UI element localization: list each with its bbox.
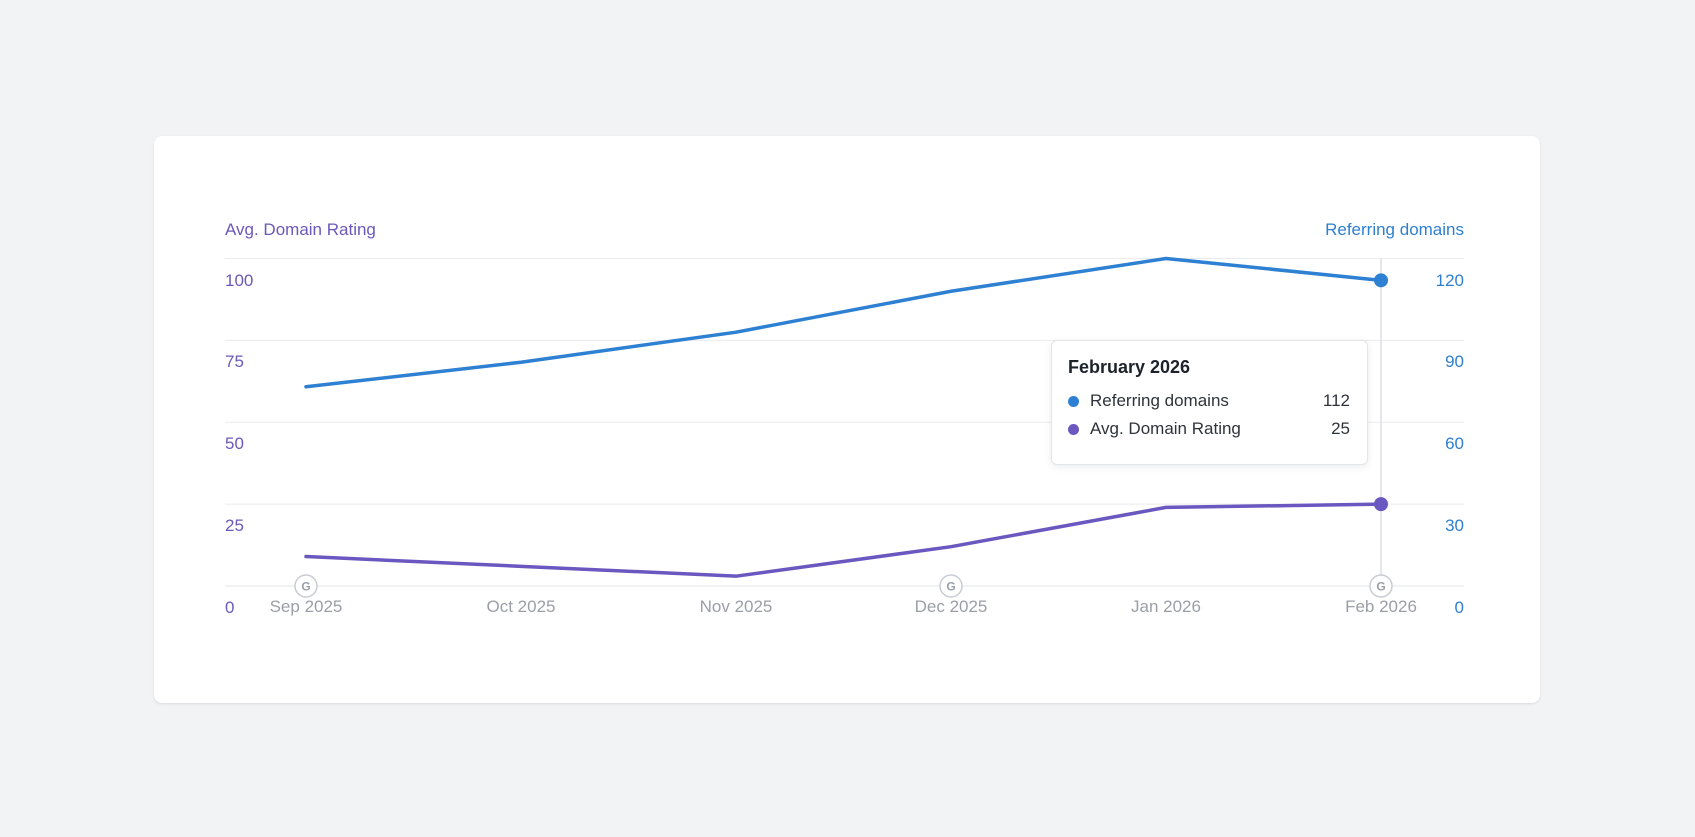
chart-tooltip: February 2026 Referring domains 112 Avg.… — [1051, 340, 1368, 465]
google-update-marker-letter: G — [946, 580, 955, 594]
left-axis-tick: 100 — [225, 270, 254, 290]
right-axis-tick: 0 — [1454, 598, 1464, 617]
x-axis-month-label: Oct 2025 — [486, 597, 556, 616]
tooltip-row-label: Avg. Domain Rating — [1090, 419, 1241, 438]
highlight-point-left — [1374, 497, 1388, 512]
tooltip-row-referring-domains: Referring domains 112 — [1068, 387, 1350, 415]
x-axis-month-label: Nov 2025 — [699, 597, 773, 616]
right-axis-tick: 60 — [1445, 434, 1464, 454]
left-axis-tick: 25 — [225, 516, 244, 536]
x-axis-month-label: Feb 2026 — [1345, 597, 1417, 616]
right-axis-tick: 30 — [1445, 516, 1464, 536]
left-axis-tick: 50 — [225, 434, 244, 454]
chart-card: Avg. Domain Rating Referring domains G G G… — [154, 136, 1540, 703]
tooltip-row-label: Referring domains — [1090, 391, 1229, 410]
x-axis-month-label: Sep 2025 — [269, 597, 343, 616]
right-axis-tick: 120 — [1435, 270, 1464, 290]
right-axis-tick: 90 — [1445, 352, 1464, 372]
google-update-marker-letter: G — [1376, 580, 1385, 594]
highlight-point-right — [1374, 273, 1388, 288]
google-update-marker-icon[interactable] — [294, 574, 318, 598]
tooltip-row-value: 25 — [1331, 419, 1350, 438]
right-axis-title: Referring domains — [1325, 220, 1464, 239]
tooltip-row-avg-domain-rating: Avg. Domain Rating 25 — [1068, 415, 1350, 443]
x-axis-month-label: Jan 2026 — [1131, 597, 1201, 616]
google-update-marker-letter: G — [301, 580, 310, 594]
series-line-left — [304, 502, 1383, 578]
tooltip-title: February 2026 — [1068, 357, 1191, 377]
left-axis-tick: 75 — [225, 352, 244, 372]
google-update-marker-icon[interactable] — [939, 574, 963, 598]
x-axis-month-label: Dec 2025 — [914, 597, 988, 616]
left-axis-tick: 0 — [225, 598, 235, 617]
avg-domain-rating-dot-icon — [1068, 423, 1079, 435]
series-line-right — [304, 256, 1383, 389]
google-update-marker-icon[interactable] — [1369, 574, 1393, 598]
tooltip-row-value: 112 — [1322, 391, 1350, 410]
referring-domains-dot-icon — [1068, 395, 1079, 407]
left-axis-title: Avg. Domain Rating — [225, 220, 376, 239]
